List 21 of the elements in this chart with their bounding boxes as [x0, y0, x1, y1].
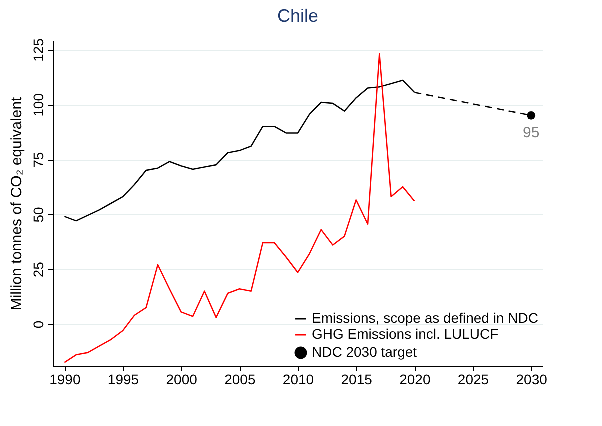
- x-tick-label: 2020: [400, 372, 431, 388]
- x-tick-label: 1990: [50, 372, 81, 388]
- y-tick-label: 50: [30, 206, 46, 223]
- legend-label: GHG Emissions incl. LULUCF: [312, 326, 499, 342]
- x-tick-label: 2000: [166, 372, 198, 388]
- y-axis-title: Million tonnes of CO₂ equivalent: [8, 96, 26, 311]
- x-tick-label: 2015: [341, 372, 373, 388]
- x-tick-label: 1995: [108, 372, 140, 388]
- y-tick-label: 25: [30, 262, 46, 278]
- legend-label: NDC 2030 target: [312, 344, 418, 360]
- y-tick-label: 100: [30, 93, 46, 117]
- y-tick-label: 75: [30, 152, 46, 168]
- y-tick-label: 0: [30, 320, 46, 329]
- y-tick-label: 125: [30, 38, 46, 62]
- legend-label: Emissions, scope as defined in NDC: [312, 310, 538, 326]
- x-tick-label: 2025: [458, 372, 490, 388]
- x-tick-label: 2005: [224, 372, 256, 388]
- chart-title: Chile: [277, 6, 319, 26]
- x-tick-label: 2010: [282, 372, 314, 388]
- data-label: 95: [522, 124, 540, 142]
- x-tick-label: 2030: [516, 372, 548, 388]
